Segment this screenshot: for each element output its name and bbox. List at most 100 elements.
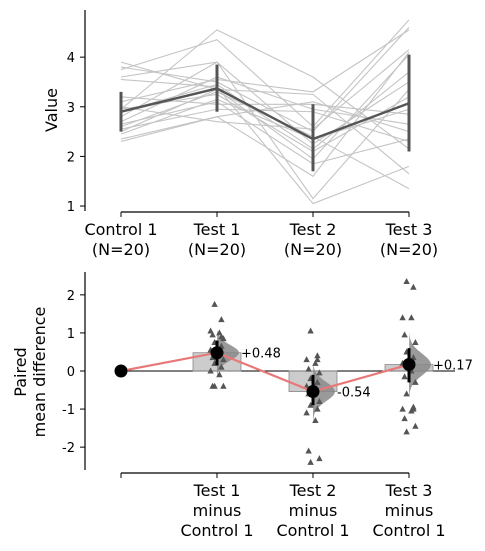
top-y-axis-label: Value — [42, 88, 61, 132]
paired-delta-point — [316, 455, 323, 462]
paired-delta-point — [216, 371, 223, 378]
paired-delta-point — [410, 405, 417, 412]
bottom-x-tick-label-line1: Test 3 — [385, 481, 433, 500]
paired-delta-point — [303, 356, 310, 363]
bootstrap-distribution — [409, 332, 431, 397]
mean-difference-connector — [120, 351, 410, 393]
paired-delta-point — [218, 333, 225, 340]
paired-delta-point — [307, 327, 314, 334]
paired-delta-point — [412, 422, 419, 429]
paired-delta-point — [312, 417, 319, 423]
paired-delta-point — [401, 415, 408, 422]
top-x-tick-count: (N=20) — [380, 240, 438, 259]
paired-delta-point — [303, 409, 310, 416]
individual-line — [120, 71, 410, 150]
top-x-tick-label: Test 2 — [289, 220, 337, 239]
individual-line — [120, 108, 410, 143]
paired-delta-point — [401, 331, 408, 338]
paired-delta-point — [305, 447, 312, 454]
top-y-tick-label: 4 — [67, 51, 75, 66]
paired-delta-point — [403, 278, 410, 285]
paired-delta-point — [314, 352, 321, 359]
paired-delta-point — [314, 356, 321, 363]
paired-delta-point — [305, 365, 312, 372]
mean-difference-label: +0.17 — [433, 359, 473, 374]
paired-delta-point — [307, 401, 314, 408]
individual-line — [120, 61, 410, 200]
mean-difference-label: +0.48 — [241, 347, 281, 362]
bottom-y-tick-label: -2 — [62, 441, 75, 456]
mean-difference-point — [306, 385, 320, 399]
individual-line — [120, 29, 410, 103]
top-y-tick-label: 3 — [67, 101, 75, 116]
paired-delta-point — [403, 428, 410, 435]
paired-delta-point — [314, 378, 321, 385]
top-y-tick-label: 1 — [67, 200, 75, 215]
paired-delta-point — [211, 382, 218, 389]
bottom-y-axis-label-line2: mean difference — [30, 307, 49, 438]
paired-delta-point — [412, 378, 419, 385]
bottom-x-tick-label-line1: Test 2 — [289, 481, 337, 500]
individual-line — [120, 49, 410, 130]
paired-delta-point — [307, 458, 314, 465]
individual-line — [120, 26, 410, 133]
bottom-x-tick-label-line2: minus — [385, 501, 434, 520]
bottom-x-tick-label-line3: Control 1 — [372, 521, 445, 540]
paired-delta-point — [316, 369, 323, 376]
paired-delta-point — [209, 331, 216, 338]
paired-delta-point — [401, 373, 408, 380]
top-x-tick-label: Control 1 — [84, 220, 157, 239]
paired-delta-point — [207, 327, 214, 334]
paired-delta-point — [220, 382, 227, 389]
mean-difference-point — [210, 346, 224, 360]
paired-delta-point — [399, 405, 406, 412]
bottom-x-tick-label-line3: Control 1 — [276, 521, 349, 540]
paired-delta-point — [316, 397, 323, 404]
paired-delta-point — [412, 338, 419, 345]
paired-delta-point — [220, 356, 227, 363]
bottom-y-tick-label: 0 — [67, 365, 75, 380]
individual-line — [120, 61, 410, 145]
individual-line — [120, 19, 410, 128]
bottom-y-tick-label: -1 — [62, 403, 75, 418]
bottom-y-axis-label-line1: Paired — [11, 347, 30, 396]
top-y-tick-label: 2 — [67, 150, 75, 165]
top-x-tick-label: Test 1 — [193, 220, 241, 239]
paired-delta-point — [312, 359, 319, 366]
individual-line — [120, 78, 410, 205]
individual-line — [120, 61, 410, 175]
mean-difference-point — [402, 358, 416, 372]
paired-delta-point — [410, 283, 417, 290]
individual-line — [120, 98, 410, 140]
paired-delta-point — [218, 316, 225, 323]
individual-line — [120, 101, 410, 140]
paired-delta-point — [218, 363, 225, 370]
group-mean-line — [120, 87, 410, 141]
paired-delta-point — [314, 405, 321, 412]
paired-delta-point — [408, 314, 415, 321]
top-x-tick-count: (N=20) — [92, 240, 150, 259]
top-x-tick-count: (N=20) — [284, 240, 342, 259]
bottom-y-tick-label: 1 — [67, 327, 75, 342]
individual-line — [120, 54, 410, 160]
paired-delta-point — [216, 329, 223, 336]
paired-delta-point — [207, 367, 214, 374]
bootstrap-distribution — [313, 363, 335, 421]
bottom-y-tick-label: 2 — [67, 289, 75, 304]
mean-difference-label: -0.54 — [337, 386, 371, 401]
paired-delta-point — [211, 300, 218, 307]
paired-delta-point — [399, 314, 406, 321]
top-x-tick-count: (N=20) — [188, 240, 246, 259]
bottom-x-tick-label-line3: Control 1 — [180, 521, 253, 540]
top-x-tick-label: Test 3 — [385, 220, 433, 239]
individual-line — [120, 101, 410, 165]
bottom-x-tick-label-line2: minus — [289, 501, 338, 520]
individual-line — [120, 51, 410, 177]
bottom-x-tick-label-line1: Test 1 — [193, 481, 241, 500]
bottom-x-tick-label-line2: minus — [193, 501, 242, 520]
paired-delta-point — [403, 390, 410, 397]
mean-difference-point — [114, 364, 128, 378]
